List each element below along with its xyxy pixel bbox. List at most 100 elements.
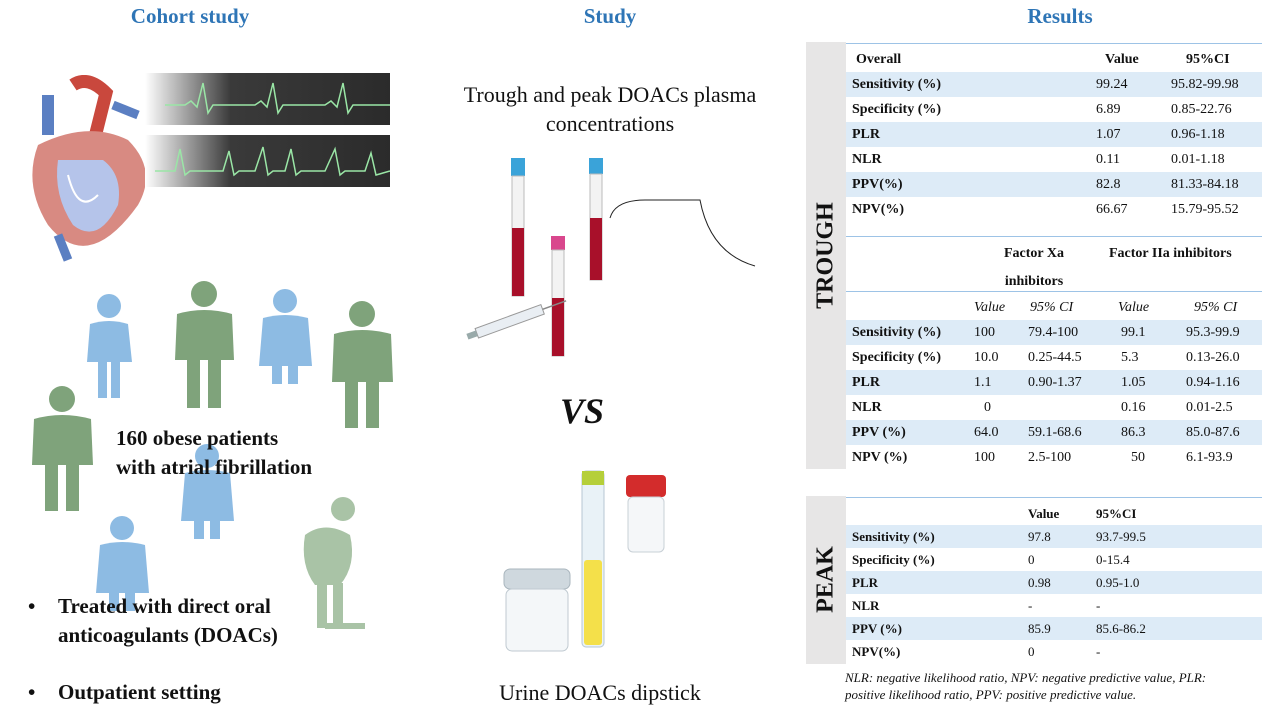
peak-panel-background [806, 496, 846, 664]
row-value: 82.8 [1096, 177, 1121, 192]
table-row: Specificity (%) 0 0-15.4 [846, 548, 1262, 571]
patients-line-2: with atrial fibrillation [116, 455, 312, 479]
factor-xa-line1: Factor Xa [1004, 246, 1064, 261]
iia-value: 99.1 [1121, 325, 1146, 340]
obese-figure-green-1 [175, 281, 234, 408]
row-ci: - [1096, 598, 1101, 613]
row-value: 6.89 [1096, 102, 1121, 117]
row-value: 0.11 [1096, 152, 1120, 167]
table-row: PLR 0.98 0.95-1.0 [846, 571, 1262, 594]
bullet-doacs: • Treated with direct oral [28, 594, 271, 619]
value-header: Value [1105, 52, 1139, 67]
table-row: Sensitivity (%) 97.8 93.7-99.5 [846, 525, 1262, 548]
header-results: Results [1027, 4, 1093, 28]
peak-value-header: Value [1028, 506, 1060, 521]
xa-ci: 79.4-100 [1028, 325, 1079, 340]
table-row: Specificity (%) 10.0 0.25-44.5 5.3 0.13-… [846, 345, 1262, 370]
table-row: Specificity (%) 6.89 0.85-22.76 [846, 97, 1262, 122]
plasma-line-1: Trough and peak DOACs plasma [463, 82, 757, 107]
table-row: PLR 1.1 0.90-1.37 1.05 0.94-1.16 [846, 370, 1262, 395]
row-label: Sensitivity (%) [852, 529, 935, 544]
trough-label: TROUGH [812, 202, 839, 309]
row-ci: 93.7-99.5 [1096, 529, 1146, 544]
urine-containers-illustration [503, 470, 666, 652]
trough-split-table: Factor Xa inhibitors Factor IIa inhibito… [846, 240, 1262, 470]
row-label: Specificity (%) [852, 102, 942, 117]
bullet-symbol: • [28, 594, 36, 618]
vs-label: VS [560, 391, 605, 431]
table-header-row: Overall Value 95%CI [846, 47, 1262, 72]
patients-line-1: 160 obese patients [116, 426, 279, 450]
ecg-strip-bottom [145, 135, 390, 187]
row-ci: - [1096, 644, 1101, 659]
row-ci: 81.33-84.18 [1171, 177, 1239, 192]
plasma-line-2: concentrations [545, 111, 675, 136]
xa-value-header: Value [974, 300, 1006, 315]
patients-description: 160 obese patients with atrial fibrillat… [116, 424, 312, 482]
xa-value: 64.0 [974, 425, 999, 440]
iia-value: 1.05 [1121, 375, 1146, 390]
row-label: PPV (%) [852, 621, 902, 636]
heart-illustration [32, 75, 146, 262]
trough-overall-table: Overall Value 95%CI Sensitivity (%) 99.2… [846, 47, 1262, 222]
row-label: PPV (%) [852, 425, 906, 440]
table-row: NPV (%) 100 2.5-100 50 6.1-93.9 [846, 445, 1262, 470]
table-row: NLR 0.11 0.01-1.18 [846, 147, 1262, 172]
table-subheader-row: Value 95% CI Value 95% CI [846, 295, 1262, 320]
peak-table: Value 95%CI Sensitivity (%) 97.8 93.7-99… [846, 502, 1262, 664]
row-value: 0.98 [1028, 575, 1051, 590]
table-row: PPV (%) 64.0 59.1-68.6 86.3 85.0-87.6 [846, 420, 1262, 445]
table-row: NLR 0 0.16 0.01-2.5 [846, 395, 1262, 420]
bullet-doacs-line1: Treated with direct oral [58, 594, 271, 618]
row-label: NPV(%) [852, 644, 901, 659]
xa-ci: 0.25-44.5 [1028, 350, 1082, 365]
iia-ci: 85.0-87.6 [1186, 425, 1240, 440]
obese-figure-blue-2 [259, 289, 312, 384]
row-ci: 0.96-1.18 [1171, 127, 1225, 142]
footnote-line-1: NLR: negative likelihood ratio, NPV: neg… [845, 670, 1207, 685]
row-ci: 0-15.4 [1096, 552, 1130, 567]
table-row: PLR 1.07 0.96-1.18 [846, 122, 1262, 147]
xa-value: 0 [984, 400, 991, 415]
peak-ci-header: 95%CI [1096, 506, 1137, 521]
row-ci: 0.01-1.18 [1171, 152, 1225, 167]
obese-figure-green-2 [332, 301, 393, 428]
abbreviations-footnote: NLR: negative likelihood ratio, NPV: neg… [845, 669, 1270, 703]
row-ci: 95.82-99.98 [1171, 77, 1239, 92]
trough-top-rule [846, 43, 1262, 44]
row-label: NLR [852, 598, 880, 613]
ecg-strip-top [145, 73, 390, 125]
iia-ci: 0.01-2.5 [1186, 400, 1233, 415]
bullet-doacs-line2: anticoagulants (DOACs) [58, 623, 278, 647]
row-value: - [1028, 598, 1033, 613]
iia-value-header: Value [1118, 300, 1150, 315]
table-row: PPV (%) 85.9 85.6-86.2 [846, 617, 1262, 640]
iia-ci: 95.3-99.9 [1186, 325, 1240, 340]
header-cohort-study: Cohort study [130, 4, 250, 28]
factor-xa-header: Factor Xa inhibitors [994, 240, 1074, 296]
iia-ci: 6.1-93.9 [1186, 450, 1233, 465]
row-value: 0 [1028, 644, 1035, 659]
obese-figure-blue-3 [181, 444, 234, 539]
trough-split-rule [846, 236, 1262, 237]
row-label: NLR [852, 400, 882, 415]
split-header-rule [846, 291, 1262, 292]
obese-figure-blue-1 [87, 294, 132, 398]
urine-dipstick-text: Urine DOACs dipstick [499, 680, 701, 705]
plasma-concentrations-text: Trough and peak DOACs plasma concentrati… [430, 80, 790, 138]
iia-value: 5.3 [1121, 350, 1139, 365]
table-row: NLR - - [846, 594, 1262, 617]
overall-header: Overall [856, 52, 902, 67]
xa-value: 10.0 [974, 350, 999, 365]
obese-figure-bending [303, 497, 365, 629]
header-study: Study [583, 4, 637, 28]
iia-value: 86.3 [1121, 425, 1146, 440]
row-label: Sensitivity (%) [852, 325, 942, 340]
trough-panel-background [806, 42, 846, 469]
row-value: 66.67 [1096, 202, 1128, 217]
table-row: Sensitivity (%) 100 79.4-100 99.1 95.3-9… [846, 320, 1262, 345]
iia-ci: 0.13-26.0 [1186, 350, 1240, 365]
xa-value: 100 [974, 450, 995, 465]
row-label: PLR [852, 375, 880, 390]
bullet-outpatient: • Outpatient setting [28, 680, 221, 705]
